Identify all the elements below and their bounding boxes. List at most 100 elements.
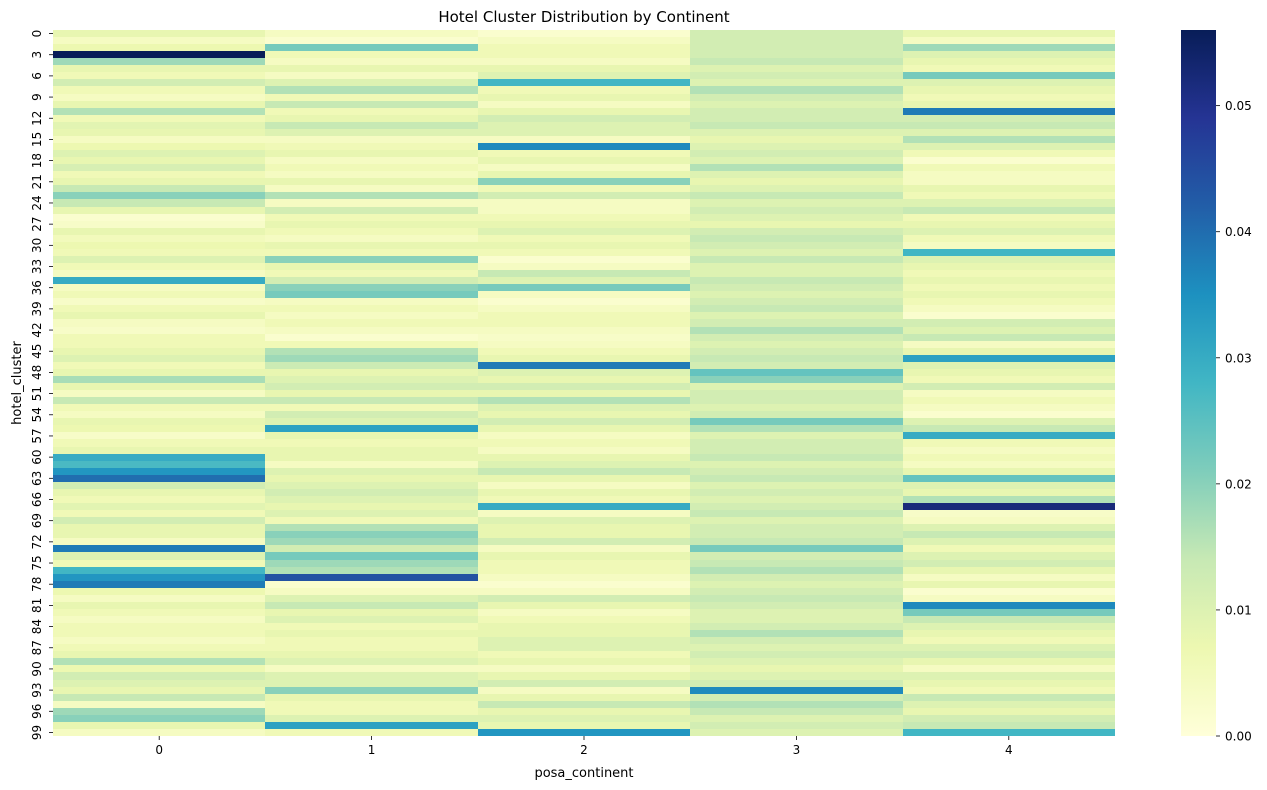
heatmap-cell [265,574,478,581]
heatmap-cell [690,44,903,51]
heatmap-cell [478,65,690,72]
heatmap-cell [53,461,265,468]
heatmap-cell [478,651,690,658]
y-tick-label: 84 [30,619,44,634]
heatmap-cell [265,334,478,341]
heatmap-cell [53,672,265,680]
heatmap-cell [53,503,265,510]
heatmap-cell [690,129,903,136]
heatmap-cell [690,644,903,651]
heatmap-cell [478,327,690,334]
heatmap-cell [903,65,1115,72]
heatmap-cell [265,44,478,51]
heatmap-cell [478,79,690,86]
heatmap-cell [690,362,903,369]
heatmap-cell [265,482,478,489]
y-tick-label: 75 [30,555,44,570]
heatmap-cell [903,630,1115,637]
y-tick-label: 60 [30,449,44,464]
heatmap-cell [478,185,690,192]
y-axis-label: hotel_cluster [10,341,25,425]
heatmap-cell [478,171,690,178]
heatmap-cell [53,291,265,298]
heatmap-cell [265,249,478,256]
heatmap-cell [265,461,478,468]
heatmap-cell [478,362,690,369]
heatmap-cell [690,538,903,545]
heatmap-cell [478,602,690,609]
heatmap-cell [903,637,1115,644]
y-tick-label: 33 [30,259,44,274]
y-tick-label: 57 [30,428,44,443]
heatmap-cell [478,44,690,51]
heatmap-cell [53,122,265,129]
heatmap-cell [53,383,265,390]
heatmap-cell [265,644,478,651]
heatmap-cell [265,651,478,658]
colorbar [1181,30,1216,736]
heatmap-cell [265,207,478,214]
heatmap-cell [53,334,265,341]
heatmap-cell [53,397,265,404]
x-tick-label: 0 [155,743,163,757]
heatmap-cell [690,489,903,496]
heatmap-cell [265,609,478,616]
heatmap-cell [903,101,1115,108]
heatmap-cell [53,425,265,432]
heatmap-cell [690,545,903,552]
heatmap-cell [478,722,690,729]
heatmap-cell [478,616,690,623]
heatmap-cell [903,277,1115,284]
heatmap-cell [690,567,903,574]
heatmap-cell [903,291,1115,298]
heatmap-cell [690,242,903,249]
heatmap-cell [53,454,265,461]
heatmap-cell [690,94,903,101]
heatmap-cell [265,397,478,404]
heatmap-cell [478,517,690,524]
heatmap-cell [478,658,690,665]
heatmap-cell [690,609,903,616]
heatmap-cell [478,489,690,496]
heatmap-cell [265,404,478,411]
heatmap-cell [478,136,690,143]
heatmap-cell [690,496,903,503]
heatmap-cell [265,284,478,291]
heatmap-cell [478,531,690,538]
heatmap-cell [265,468,478,475]
heatmap-cell [903,348,1115,355]
heatmap-cell [903,94,1115,101]
colorbar-tick-label: 0.05 [1225,99,1252,113]
heatmap-cell [690,425,903,432]
heatmap-cell [265,439,478,447]
heatmap-cell [903,715,1115,722]
heatmap-cell [53,567,265,574]
heatmap-cell [265,454,478,461]
heatmap-cell [903,171,1115,178]
heatmap-cell [265,115,478,122]
y-tick-label: 66 [30,492,44,507]
y-tick-label: 81 [30,598,44,613]
heatmap-cell [903,425,1115,432]
y-tick-label: 6 [30,72,44,80]
heatmap-cell [690,79,903,86]
heatmap-cell [690,228,903,235]
heatmap-cell [53,482,265,489]
heatmap-cell [903,143,1115,150]
y-tick-label: 9 [30,93,44,101]
heatmap-cell [903,79,1115,86]
heatmap-cell [690,531,903,538]
heatmap-cell [478,552,690,560]
heatmap-cell [903,496,1115,503]
heatmap-cell [265,30,478,37]
heatmap-cell [53,94,265,101]
heatmap-cell [690,595,903,602]
heatmap-cell [903,694,1115,701]
heatmap-cell [478,680,690,687]
colorbar-tick-label: 0.03 [1225,351,1252,365]
heatmap-cell [690,432,903,439]
heatmap-cell [265,531,478,538]
heatmap-cell [265,298,478,305]
heatmap-cell [903,602,1115,609]
y-tick-label: 30 [30,238,44,253]
